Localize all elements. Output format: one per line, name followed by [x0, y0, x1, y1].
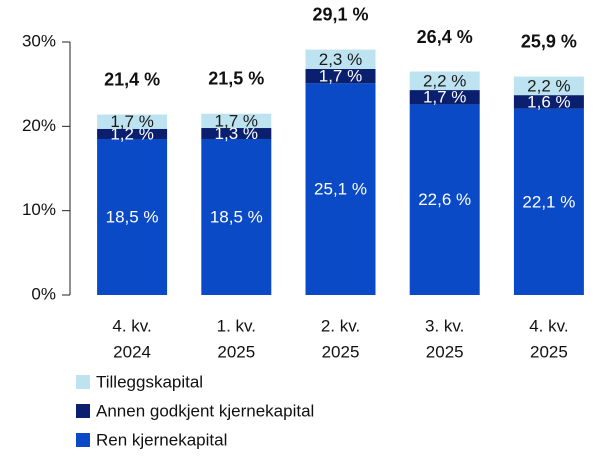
- x-tick-label: 1. kv.: [217, 316, 256, 335]
- value-label: 1,7 %: [110, 112, 153, 131]
- legend-swatch: [76, 375, 90, 389]
- bar-segment: [513, 76, 584, 96]
- x-tick-label: 2025: [426, 342, 464, 361]
- total-label: 21,4 %: [104, 69, 160, 89]
- total-label: 21,5 %: [208, 68, 264, 88]
- x-tick-label: 4. kv.: [529, 316, 568, 335]
- x-tick-label: 2025: [217, 342, 255, 361]
- value-label: 1,2 %: [110, 124, 153, 143]
- total-label: 25,9 %: [521, 31, 577, 51]
- value-label: 18,5 %: [210, 207, 263, 226]
- value-label: 22,6 %: [418, 190, 471, 209]
- x-tick-label: 3. kv.: [425, 316, 464, 335]
- total-label: 26,4 %: [417, 27, 473, 47]
- legend-swatch: [76, 433, 90, 447]
- bar-segment: [201, 113, 272, 129]
- bar-segment: [409, 90, 480, 105]
- bar-segment: [513, 95, 584, 109]
- bar-segment: [97, 128, 168, 139]
- legend-label: Tilleggskapital: [96, 372, 203, 391]
- value-label: 22,1 %: [522, 192, 575, 211]
- value-label: 1,3 %: [215, 124, 258, 143]
- y-tick-label: 10%: [22, 200, 56, 219]
- x-tick-label: 2025: [322, 342, 360, 361]
- value-label: 1,7 %: [319, 67, 362, 86]
- bar-segment: [409, 104, 480, 295]
- x-tick-label: 2025: [530, 342, 568, 361]
- value-label: 18,5 %: [106, 207, 159, 226]
- total-label: 29,1 %: [312, 4, 368, 24]
- legend-swatch: [76, 404, 90, 418]
- legend-label: Ren kjernekapital: [96, 430, 227, 449]
- x-tick-label: 2. kv.: [321, 316, 360, 335]
- value-label: 2,2 %: [527, 76, 570, 95]
- value-label: 1,7 %: [423, 88, 466, 107]
- x-tick-label: 2024: [113, 342, 151, 361]
- legend-label: Annen godkjent kjernekapital: [96, 401, 314, 420]
- x-tick-label: 4. kv.: [112, 316, 151, 335]
- value-label: 25,1 %: [314, 180, 367, 199]
- bar-segment: [409, 71, 480, 91]
- bar-segment: [305, 49, 376, 69]
- value-label: 2,3 %: [319, 50, 362, 69]
- value-label: 1,7 %: [215, 111, 258, 130]
- y-tick-label: 30%: [22, 31, 56, 50]
- value-label: 2,2 %: [423, 71, 466, 90]
- bar-segment: [305, 68, 376, 84]
- bar-segment: [305, 83, 376, 295]
- bar-segment: [97, 114, 168, 129]
- y-tick-label: 0%: [31, 284, 56, 303]
- value-label: 1,6 %: [527, 92, 570, 111]
- bar-segment: [201, 128, 272, 139]
- y-tick-label: 20%: [22, 116, 56, 135]
- bar-segment: [513, 108, 584, 295]
- bar-segment: [201, 138, 272, 295]
- bar-segment: [97, 138, 168, 295]
